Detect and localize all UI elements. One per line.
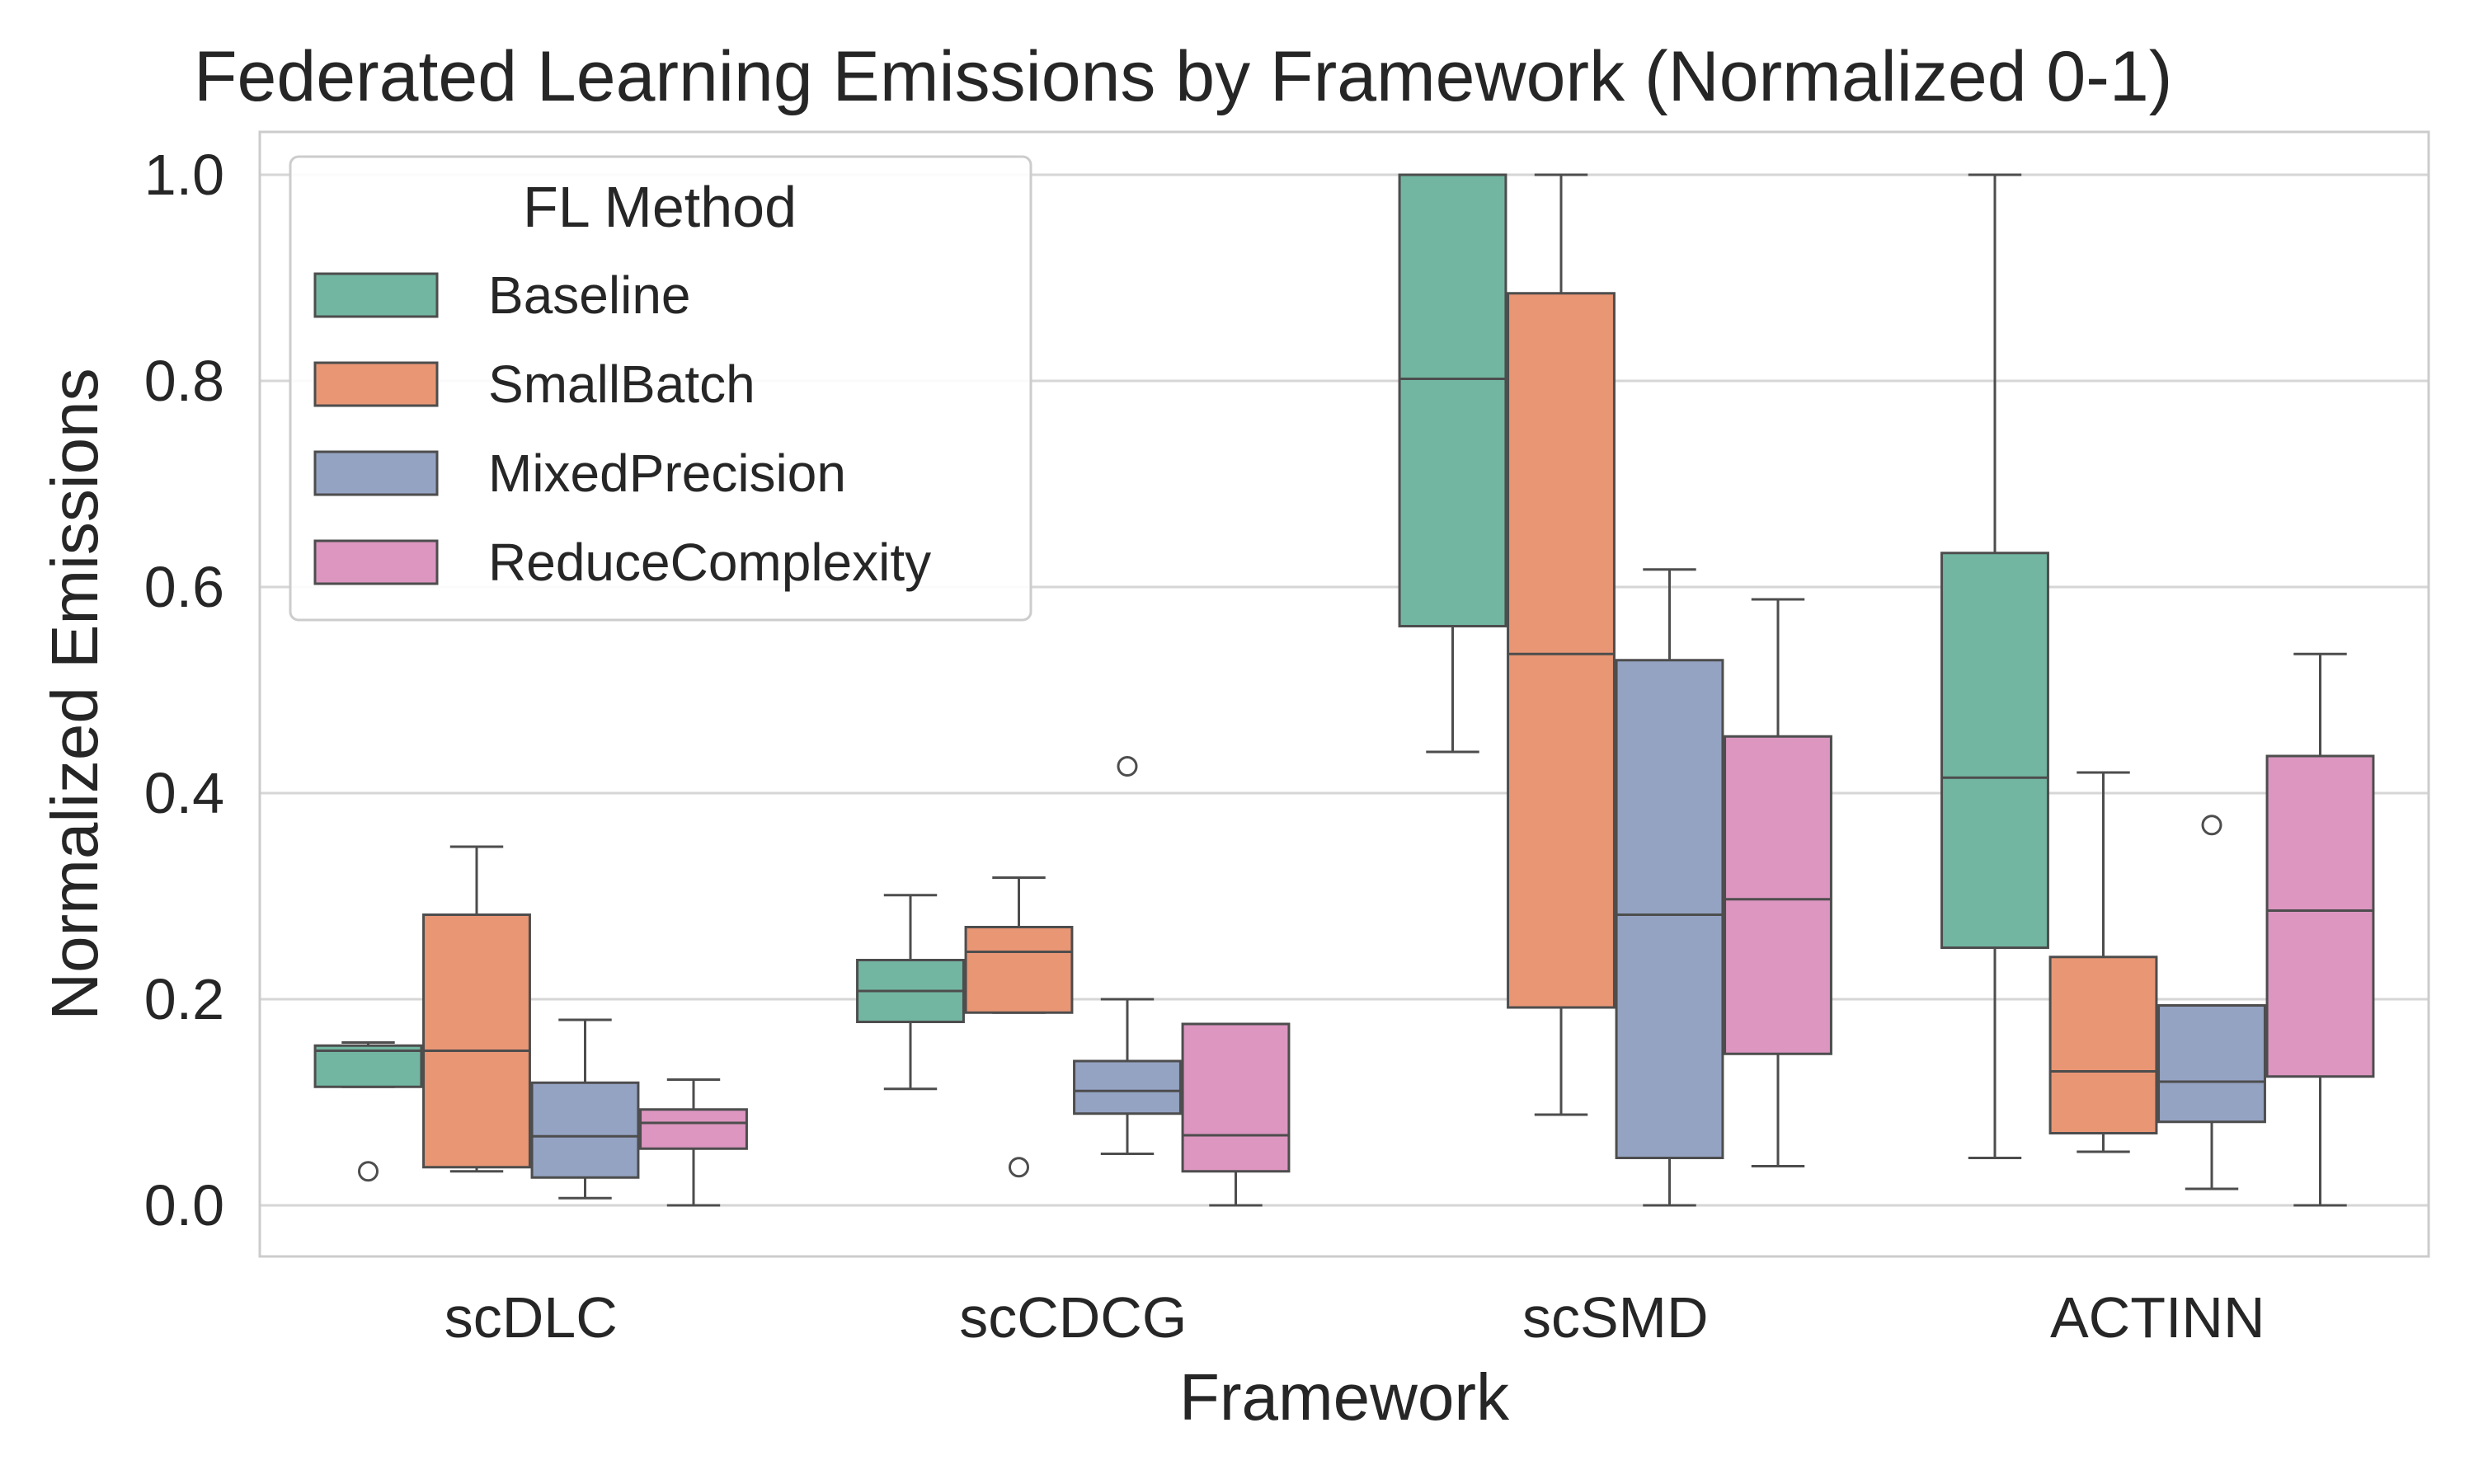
box-iqr	[1724, 735, 1832, 1055]
box-baseline-scdlc	[313, 1041, 423, 1182]
legend-label-baseline: Baseline	[488, 265, 691, 325]
box-reducecomplexity-sccdcg	[1181, 1022, 1291, 1207]
box-mixedprecision-scdlc	[530, 1018, 640, 1200]
plot-frame	[258, 130, 2430, 1258]
box-reducecomplexity-scdlc	[639, 1078, 748, 1207]
x-tick-label: ACTINN	[2050, 1285, 2265, 1350]
y-axis-label: Normalized Emissions	[38, 368, 111, 1020]
box-baseline-scsmd	[1398, 173, 1507, 754]
box-iqr	[1073, 1059, 1182, 1115]
box-mixedprecision-scsmd	[1615, 568, 1724, 1207]
box-iqr	[1181, 1022, 1291, 1173]
box-iqr	[964, 926, 1074, 1014]
box-iqr	[2048, 956, 2158, 1134]
y-tick-label: 0.6	[144, 555, 224, 619]
legend: FL Method Baseline SmallBatch MixedPrecisi…	[289, 155, 1032, 622]
chart-title: Federated Learning Emissions by Framewor…	[194, 37, 2172, 116]
y-tick-label: 0.2	[144, 967, 224, 1031]
box-iqr	[530, 1081, 640, 1179]
legend-items: Baseline SmallBatch MixedPrecision ReduceCo…	[313, 265, 931, 592]
legend-swatch-smallbatch	[313, 361, 439, 407]
box-mixedprecision-sccdcg	[1073, 756, 1182, 1155]
box-baseline-sccdcg	[856, 894, 965, 1091]
legend-swatch-baseline	[313, 272, 439, 318]
x-tick-label: scCDCG	[959, 1285, 1187, 1350]
box-iqr	[639, 1108, 748, 1150]
y-tick-label: 0.4	[144, 761, 224, 825]
y-tick-label: 0.0	[144, 1173, 224, 1237]
box-smallbatch-scsmd	[1507, 173, 1616, 1116]
x-tick-label: scSMD	[1522, 1285, 1709, 1350]
y-tick-label: 0.8	[144, 349, 224, 413]
box-iqr	[1398, 173, 1507, 627]
legend-title: FL Method	[523, 175, 797, 239]
box-iqr	[1940, 552, 2049, 949]
box-smallbatch-actinn	[2048, 771, 2158, 1153]
box-layer	[313, 173, 2375, 1207]
y-tick-label: 1.0	[144, 143, 224, 207]
x-axis-label: Framework	[1179, 1360, 1510, 1434]
outlier-point	[1009, 1157, 1029, 1178]
box-smallbatch-scdlc	[422, 845, 531, 1173]
box-reducecomplexity-scsmd	[1724, 598, 1832, 1167]
box-smallbatch-sccdcg	[964, 876, 1074, 1178]
outlier-point	[358, 1161, 379, 1182]
box-iqr	[422, 913, 531, 1169]
outlier-point	[2201, 815, 2222, 836]
box-baseline-actinn	[1940, 173, 2049, 1159]
outlier-point	[1117, 756, 1138, 777]
legend-swatch-mixedprecision	[313, 450, 439, 496]
legend-swatch-reducecomplexity	[313, 539, 439, 585]
legend-label-smallbatch: SmallBatch	[488, 355, 755, 414]
legend-label-mixedprecision: MixedPrecision	[488, 444, 846, 503]
box-reducecomplexity-actinn	[2265, 652, 2375, 1207]
box-mixedprecision-actinn	[2157, 815, 2266, 1190]
box-iqr	[313, 1044, 423, 1088]
box-iqr	[2157, 1004, 2266, 1124]
x-tick-label: scDLC	[444, 1285, 618, 1350]
legend-label-reducecomplexity: ReduceComplexity	[488, 533, 931, 592]
box-iqr	[1507, 292, 1616, 1009]
box-iqr	[1615, 659, 1724, 1159]
tick-layer: 0.0 0.2 0.4 0.6 0.8 1.0 scDLC scCDCG scSMD ACTINN	[144, 143, 2265, 1350]
legend-frame	[289, 155, 1032, 622]
box-iqr	[2265, 754, 2375, 1078]
